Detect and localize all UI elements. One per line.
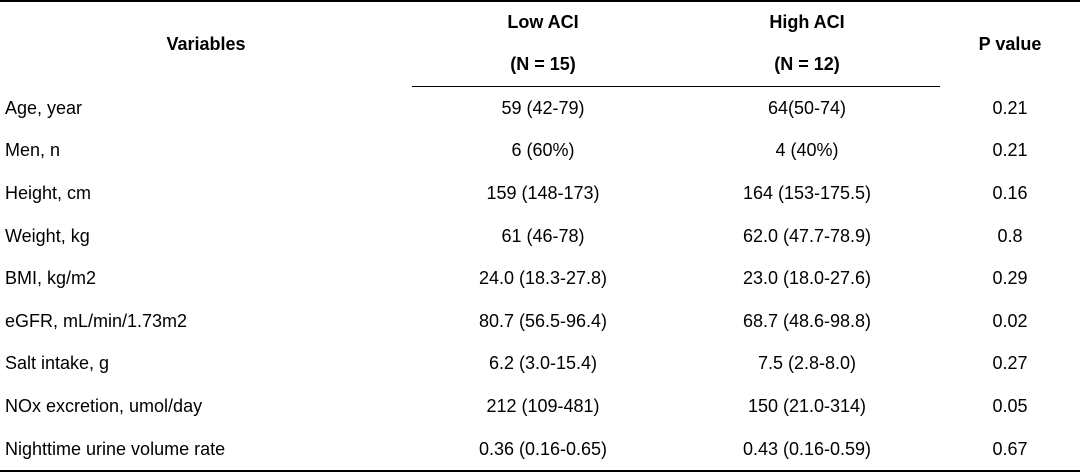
row-high-aci: 0.43 (0.16-0.59)	[674, 427, 940, 472]
row-p-value: 0.8	[997, 225, 1023, 246]
row-variable: BMI, kg/m2	[5, 268, 97, 289]
table-row: eGFR, mL/min/1.73m2 80.7 (56.5-96.4) 68.…	[0, 300, 1080, 343]
row-high-aci: 150 (21.0-314)	[747, 395, 867, 416]
row-p-value: 0.02	[992, 310, 1028, 331]
row-low-aci: 6 (60%)	[511, 140, 575, 161]
row-variable: Salt intake, g	[5, 353, 110, 374]
header-variables: Variables	[0, 0, 412, 87]
table-row: Weight, kg 61 (46-78) 62.0 (47.7-78.9) 0…	[0, 215, 1080, 258]
row-high-aci: 62.0 (47.7-78.9)	[742, 225, 872, 246]
row-p-value: 0.21	[992, 140, 1028, 161]
row-low-aci: 24.0 (18.3-27.8)	[478, 268, 608, 289]
row-p-value: 0.21	[992, 97, 1028, 118]
table-row: Nighttime urine volume rate 0.36 (0.16-0…	[0, 427, 1080, 472]
table-row: Men, n 6 (60%) 4 (40%) 0.21	[0, 130, 1080, 173]
header-high-aci-n: (N = 12)	[674, 43, 940, 87]
header-low-aci: Low ACI	[412, 0, 674, 43]
row-variable: NOx excretion, umol/day	[5, 395, 203, 416]
row-p-value: 0.05	[992, 395, 1028, 416]
row-low-aci: 61 (46-78)	[501, 225, 585, 246]
row-high-aci: 164 (153-175.5)	[742, 182, 872, 203]
table-row: NOx excretion, umol/day 212 (109-481) 15…	[0, 385, 1080, 428]
table-row: Salt intake, g 6.2 (3.0-15.4) 7.5 (2.8-8…	[0, 343, 1080, 386]
row-variable: Nighttime urine volume rate	[0, 427, 412, 472]
table-row: Age, year 59 (42-79) 64(50-74) 0.21	[0, 87, 1080, 130]
row-variable: eGFR, mL/min/1.73m2	[5, 310, 188, 331]
row-variable: Height, cm	[5, 182, 92, 203]
header-low-aci-n: (N = 15)	[412, 43, 674, 87]
table-header: Variables Low ACI High ACI P value (N = …	[0, 0, 1080, 87]
row-p-value: 0.29	[992, 268, 1028, 289]
row-low-aci: 159 (148-173)	[486, 182, 600, 203]
table-row: BMI, kg/m2 24.0 (18.3-27.8) 23.0 (18.0-2…	[0, 257, 1080, 300]
table-body: Age, year 59 (42-79) 64(50-74) 0.21 Men,…	[0, 87, 1080, 472]
row-low-aci: 59 (42-79)	[501, 97, 585, 118]
row-high-aci: 4 (40%)	[775, 140, 839, 161]
row-low-aci: 6.2 (3.0-15.4)	[488, 353, 598, 374]
row-low-aci: 80.7 (56.5-96.4)	[478, 310, 608, 331]
row-p-value: 0.67	[940, 427, 1080, 472]
row-variable: Age, year	[5, 97, 83, 118]
row-high-aci: 23.0 (18.0-27.6)	[742, 268, 872, 289]
row-low-aci: 212 (109-481)	[486, 395, 600, 416]
row-high-aci: 64(50-74)	[767, 97, 847, 118]
header-high-aci: High ACI	[674, 0, 940, 43]
row-high-aci: 68.7 (48.6-98.8)	[742, 310, 872, 331]
row-high-aci: 7.5 (2.8-8.0)	[757, 353, 857, 374]
header-p-value: P value	[940, 0, 1080, 87]
row-variable: Weight, kg	[5, 225, 90, 246]
table-row: Height, cm 159 (148-173) 164 (153-175.5)…	[0, 172, 1080, 215]
row-low-aci: 0.36 (0.16-0.65)	[412, 427, 674, 472]
row-variable: Men, n	[5, 140, 61, 161]
row-p-value: 0.16	[992, 182, 1028, 203]
row-p-value: 0.27	[992, 353, 1028, 374]
